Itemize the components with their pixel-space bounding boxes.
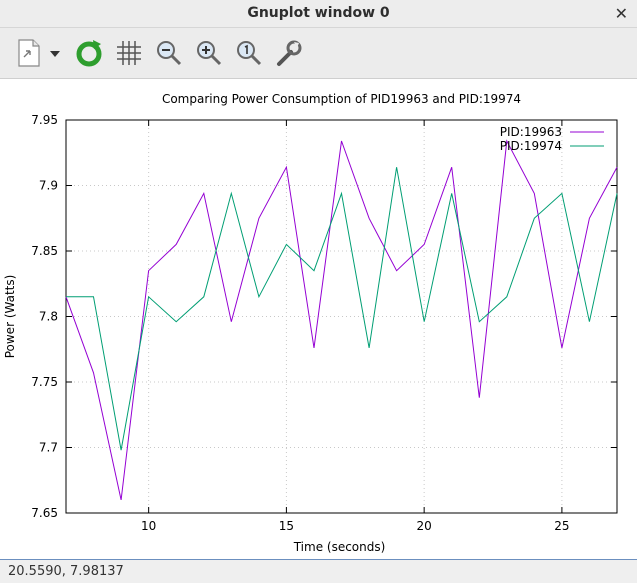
replot-icon[interactable] [73,37,105,69]
series-line-1 [65,139,618,501]
y-tick-label: 7.9 [39,179,58,193]
x-tick-label: 15 [279,519,294,533]
y-tick-label: 7.95 [31,113,58,127]
close-icon[interactable]: ✕ [614,4,628,23]
chart: 7.65 7.7 7.75 7.8 7.85 7.9 7.95 10 15 20 25 Compari… [3,92,618,554]
toolbar [0,28,637,79]
dropdown-arrow-icon[interactable] [46,37,64,69]
plot-canvas[interactable]: 7.65 7.7 7.75 7.8 7.85 7.9 7.95 10 15 20 25 Compari… [0,80,637,559]
window-title: Gnuplot window 0 [247,5,390,21]
y-axis-label: Power (Watts) [3,275,17,359]
zoom-out-icon[interactable] [153,37,185,69]
zoom-in-icon[interactable] [193,37,225,69]
window-titlebar: Gnuplot window 0 ✕ [0,0,637,28]
settings-wrench-icon[interactable] [273,37,305,69]
x-tick-label: 25 [554,519,569,533]
y-tick-label: 7.8 [39,310,58,324]
y-tick-label: 7.65 [31,506,58,520]
y-tick-label: 7.75 [31,375,58,389]
series-line-2 [66,167,618,451]
y-tick-label: 7.85 [31,244,58,258]
cursor-coordinates: 20.5590, 7.98137 [8,564,124,579]
chart-title: Comparing Power Consumption of PID19963 … [162,92,521,106]
x-axis-label: Time (seconds) [293,540,386,554]
zoom-reset-icon[interactable] [233,37,265,69]
legend-label-1: PID:19963 [500,125,562,139]
legend-label-2: PID:19974 [500,139,562,153]
y-tick-label: 7.7 [39,441,58,455]
x-tick-label: 20 [417,519,432,533]
grid-icon[interactable] [113,37,145,69]
status-bar: 20.5590, 7.98137 [0,559,637,583]
x-tick-label: 10 [141,519,156,533]
export-icon[interactable] [14,37,46,69]
